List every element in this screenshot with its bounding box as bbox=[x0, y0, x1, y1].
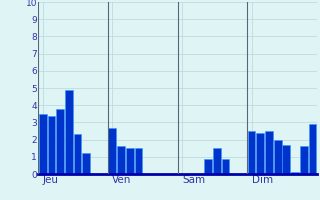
Bar bbox=[308, 124, 316, 174]
Bar bbox=[82, 153, 90, 174]
Bar bbox=[108, 128, 116, 174]
Bar bbox=[134, 148, 142, 174]
Bar bbox=[74, 134, 82, 174]
Bar bbox=[204, 159, 212, 174]
Bar bbox=[283, 145, 290, 174]
Bar bbox=[256, 133, 264, 174]
Bar bbox=[221, 159, 229, 174]
Bar bbox=[213, 148, 221, 174]
Bar bbox=[126, 148, 134, 174]
Bar bbox=[248, 131, 255, 174]
Bar bbox=[300, 146, 308, 174]
Bar bbox=[291, 172, 299, 174]
Bar bbox=[39, 114, 47, 174]
Bar bbox=[265, 131, 273, 174]
Bar bbox=[48, 116, 55, 174]
Bar bbox=[274, 140, 282, 174]
Bar bbox=[65, 90, 73, 174]
Bar bbox=[117, 146, 125, 174]
Bar bbox=[56, 109, 64, 174]
